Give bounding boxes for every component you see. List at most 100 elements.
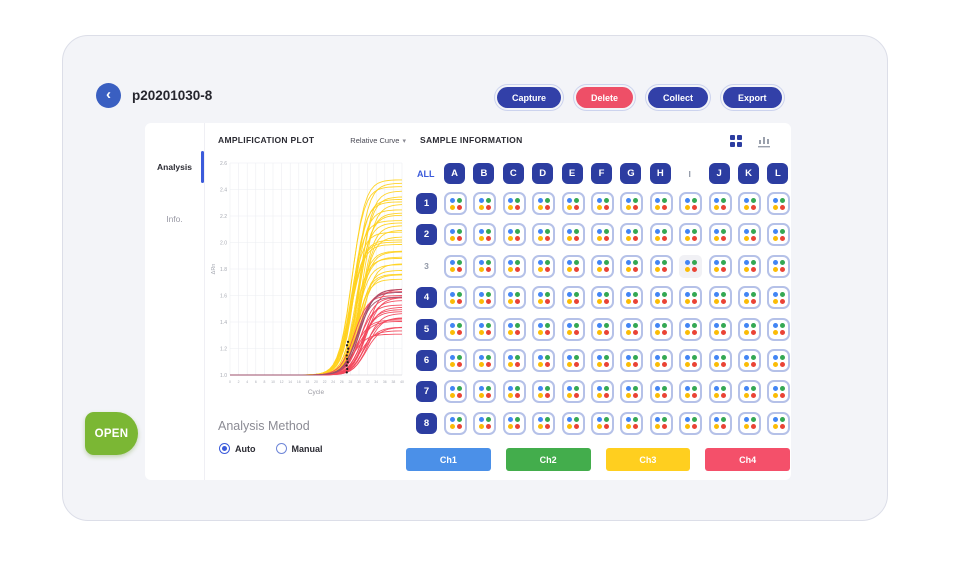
well-H6[interactable]	[649, 349, 673, 372]
well-G8[interactable]	[620, 411, 644, 435]
well-B5[interactable]	[473, 317, 497, 341]
well-C6[interactable]	[502, 349, 526, 372]
well-A1[interactable]	[444, 192, 467, 215]
well-G2[interactable]	[620, 223, 644, 247]
well-L5[interactable]	[767, 317, 791, 341]
well-C1[interactable]	[502, 192, 526, 215]
well-G3[interactable]	[620, 254, 644, 278]
channel-button-ch4[interactable]: Ch4	[705, 448, 790, 471]
well-H7[interactable]	[649, 380, 673, 404]
column-header-K[interactable]: K	[738, 163, 759, 184]
capture-button[interactable]: Capture	[497, 87, 562, 108]
well-L8[interactable]	[767, 411, 791, 435]
well-F2[interactable]	[591, 223, 614, 247]
well-C5[interactable]	[502, 317, 526, 341]
well-J3[interactable]	[708, 254, 732, 278]
well-D2[interactable]	[532, 223, 556, 247]
well-E3[interactable]	[561, 254, 585, 278]
row-header-7[interactable]: 7	[416, 381, 437, 403]
well-D4[interactable]	[532, 286, 556, 310]
well-B7[interactable]	[473, 380, 497, 404]
channel-button-ch3[interactable]: Ch3	[605, 448, 691, 471]
well-B3[interactable]	[473, 254, 497, 278]
well-K6[interactable]	[738, 349, 761, 372]
well-F3[interactable]	[591, 254, 614, 278]
well-J2[interactable]	[708, 223, 732, 247]
well-F5[interactable]	[591, 317, 614, 341]
back-button[interactable]: ‹	[96, 83, 121, 108]
column-header-G[interactable]: G	[620, 163, 642, 184]
chart-view-icon[interactable]	[757, 133, 771, 148]
well-L6[interactable]	[767, 349, 791, 372]
row-header-2[interactable]: 2	[416, 224, 437, 246]
well-B8[interactable]	[473, 411, 497, 435]
curve-type-dropdown[interactable]: Relative Curve ▾	[316, 136, 406, 145]
well-G5[interactable]	[620, 317, 644, 341]
well-I1[interactable]	[679, 192, 703, 215]
well-H2[interactable]	[649, 223, 673, 247]
well-C7[interactable]	[502, 380, 526, 404]
column-header-L[interactable]: L	[767, 163, 789, 184]
well-E4[interactable]	[561, 286, 585, 310]
well-D3[interactable]	[532, 254, 556, 278]
well-G6[interactable]	[620, 349, 644, 372]
well-A2[interactable]	[444, 223, 467, 247]
well-D8[interactable]	[532, 411, 556, 435]
column-header-I[interactable]: I	[688, 168, 691, 179]
well-L2[interactable]	[767, 223, 791, 247]
collect-button[interactable]: Collect	[648, 87, 709, 108]
well-A6[interactable]	[444, 349, 467, 372]
well-F7[interactable]	[591, 380, 614, 404]
well-K7[interactable]	[738, 380, 761, 404]
column-header-D[interactable]: D	[532, 163, 554, 184]
well-A7[interactable]	[444, 380, 467, 404]
delete-button[interactable]: Delete	[576, 87, 634, 108]
open-tab-button[interactable]: OPEN	[85, 412, 138, 455]
grid-view-icon[interactable]	[729, 133, 743, 148]
well-K3[interactable]	[738, 254, 761, 278]
row-header-1[interactable]: 1	[416, 193, 437, 214]
well-I5[interactable]	[679, 317, 703, 341]
well-F4[interactable]	[591, 286, 614, 310]
well-H1[interactable]	[649, 192, 673, 215]
well-J8[interactable]	[708, 411, 732, 435]
well-I2[interactable]	[679, 223, 703, 247]
well-G7[interactable]	[620, 380, 644, 404]
column-header-H[interactable]: H	[649, 163, 671, 184]
well-K4[interactable]	[738, 286, 761, 310]
well-J1[interactable]	[708, 192, 732, 215]
export-button[interactable]: Export	[723, 87, 782, 108]
well-F8[interactable]	[591, 411, 614, 435]
well-D7[interactable]	[532, 380, 556, 404]
well-L7[interactable]	[767, 380, 791, 404]
well-D6[interactable]	[532, 349, 556, 372]
well-H3[interactable]	[649, 254, 673, 278]
channel-button-ch2[interactable]: Ch2	[505, 448, 591, 471]
well-A3[interactable]	[444, 254, 467, 278]
row-header-4[interactable]: 4	[416, 287, 437, 309]
well-J5[interactable]	[708, 317, 732, 341]
well-I4[interactable]	[679, 286, 703, 310]
well-B2[interactable]	[473, 223, 497, 247]
sidebar-item-info[interactable]: Info.	[166, 214, 183, 224]
well-J6[interactable]	[708, 349, 732, 372]
well-A5[interactable]	[444, 317, 467, 341]
well-K5[interactable]	[738, 317, 761, 341]
row-header-5[interactable]: 5	[416, 318, 437, 340]
well-E8[interactable]	[561, 411, 585, 435]
well-E1[interactable]	[561, 192, 585, 215]
well-K8[interactable]	[738, 411, 761, 435]
well-C8[interactable]	[502, 411, 526, 435]
well-D5[interactable]	[532, 317, 556, 341]
well-B4[interactable]	[473, 286, 497, 310]
radio-manual[interactable]: Manual	[275, 443, 323, 454]
well-H8[interactable]	[649, 411, 673, 435]
well-H5[interactable]	[649, 317, 673, 341]
well-K1[interactable]	[738, 192, 761, 215]
well-E7[interactable]	[561, 380, 585, 404]
row-header-3[interactable]: 3	[424, 261, 429, 272]
well-I3[interactable]	[679, 254, 703, 278]
column-header-B[interactable]: B	[473, 163, 495, 184]
well-F6[interactable]	[591, 349, 614, 372]
channel-button-ch1[interactable]: Ch1	[406, 448, 491, 471]
